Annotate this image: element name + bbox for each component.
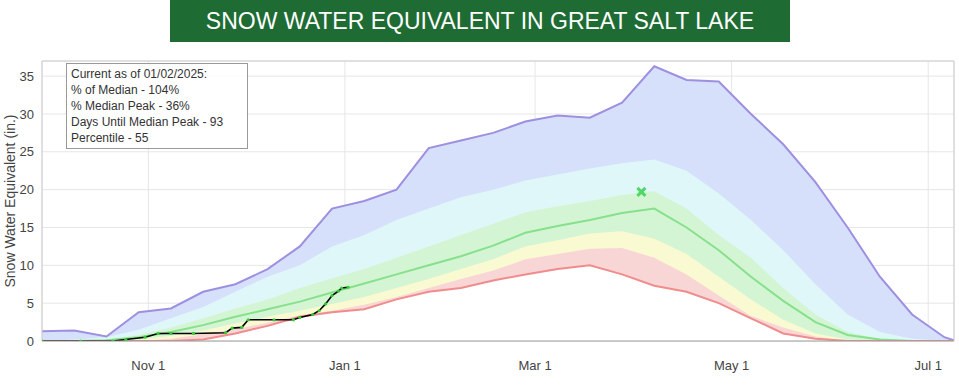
svg-text:30: 30 <box>20 107 34 122</box>
svg-text:Jul 1: Jul 1 <box>914 358 941 373</box>
html-text:% Median Peak - 36%: % Median Peak - 36% <box>71 99 190 113</box>
svg-text:35: 35 <box>20 69 34 84</box>
svg-text:Nov 1: Nov 1 <box>131 358 165 373</box>
svg-text:Snow Water Equivalent (in.): Snow Water Equivalent (in.) <box>8 115 18 288</box>
svg-text:0: 0 <box>27 334 34 349</box>
html-text:Current as of 01/02/2025:: Current as of 01/02/2025: <box>71 67 208 81</box>
svg-text:May 1: May 1 <box>714 358 749 373</box>
svg-text:20: 20 <box>20 182 34 197</box>
svg-text:10: 10 <box>20 258 34 273</box>
svg-text:Jan 1: Jan 1 <box>329 358 361 373</box>
svg-text:25: 25 <box>20 144 34 159</box>
html-text:SNOW WATER EQUIVALENT IN GREAT: SNOW WATER EQUIVALENT IN GREAT SALT LAKE <box>205 8 755 34</box>
html-text:Percentile - 55: Percentile - 55 <box>71 131 149 145</box>
svg-text:15: 15 <box>20 220 34 235</box>
svg-text:5: 5 <box>27 296 34 311</box>
html-text:% of Median - 104%: % of Median - 104% <box>71 83 180 97</box>
svg-text:Mar 1: Mar 1 <box>518 358 551 373</box>
html-text:Days Until Median Peak - 93: Days Until Median Peak - 93 <box>71 115 224 129</box>
